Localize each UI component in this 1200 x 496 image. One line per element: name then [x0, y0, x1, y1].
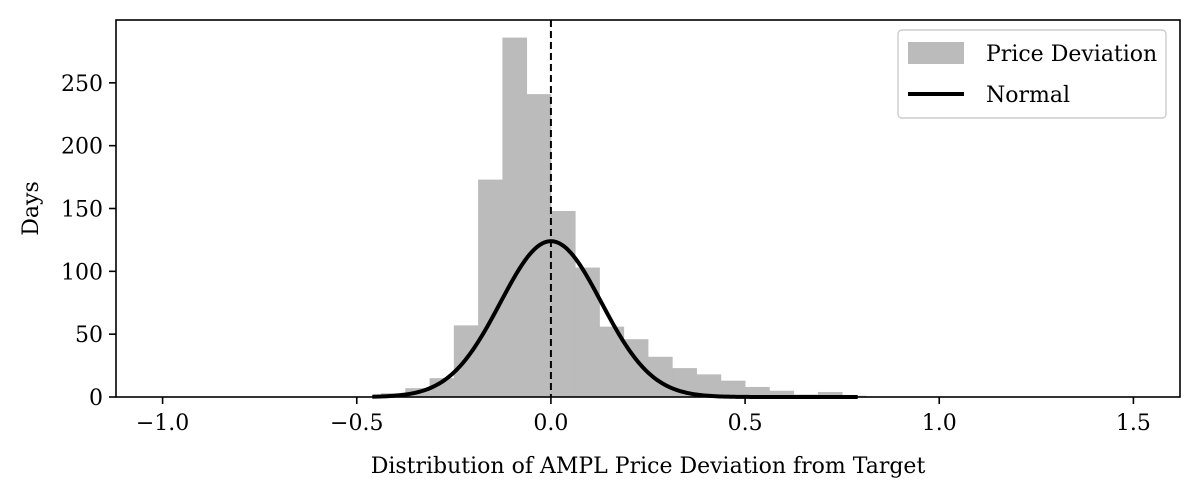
y-tick-label: 0: [89, 386, 103, 411]
legend-label-normal: Normal: [986, 83, 1070, 108]
histogram-bar: [720, 380, 746, 397]
y-axis-label: Days: [19, 181, 44, 235]
histogram-bar: [769, 390, 795, 397]
histogram-bar: [502, 37, 528, 398]
legend-box: [897, 29, 1167, 119]
histogram-bar: [817, 391, 843, 397]
y-tick-label: 150: [61, 198, 103, 223]
histogram-bar: [575, 267, 600, 397]
legend: Price Deviation Normal: [897, 29, 1167, 119]
histogram-bar: [429, 378, 455, 397]
x-tick-label: −1.0: [136, 411, 189, 436]
y-tick-label: 200: [61, 135, 103, 160]
histogram-bar: [550, 211, 576, 397]
histogram-bar: [745, 386, 770, 397]
legend-label-price-deviation: Price Deviation: [986, 42, 1157, 67]
x-tick-label: 1.5: [1116, 411, 1151, 436]
x-axis-label: Distribution of AMPL Price Deviation fro…: [371, 454, 926, 479]
x-tick-label: −0.5: [330, 411, 383, 436]
x-tick-label: 1.0: [922, 411, 957, 436]
x-tick-label: 0.5: [728, 411, 763, 436]
y-tick-label: 100: [61, 260, 103, 285]
x-tick-label: 0.0: [533, 411, 568, 436]
y-tick-label: 250: [61, 72, 103, 97]
y-tick-label: 50: [75, 323, 103, 348]
histogram-bar: [478, 179, 503, 397]
histogram-bar: [696, 374, 722, 397]
legend-swatch-price-deviation: [908, 42, 964, 64]
